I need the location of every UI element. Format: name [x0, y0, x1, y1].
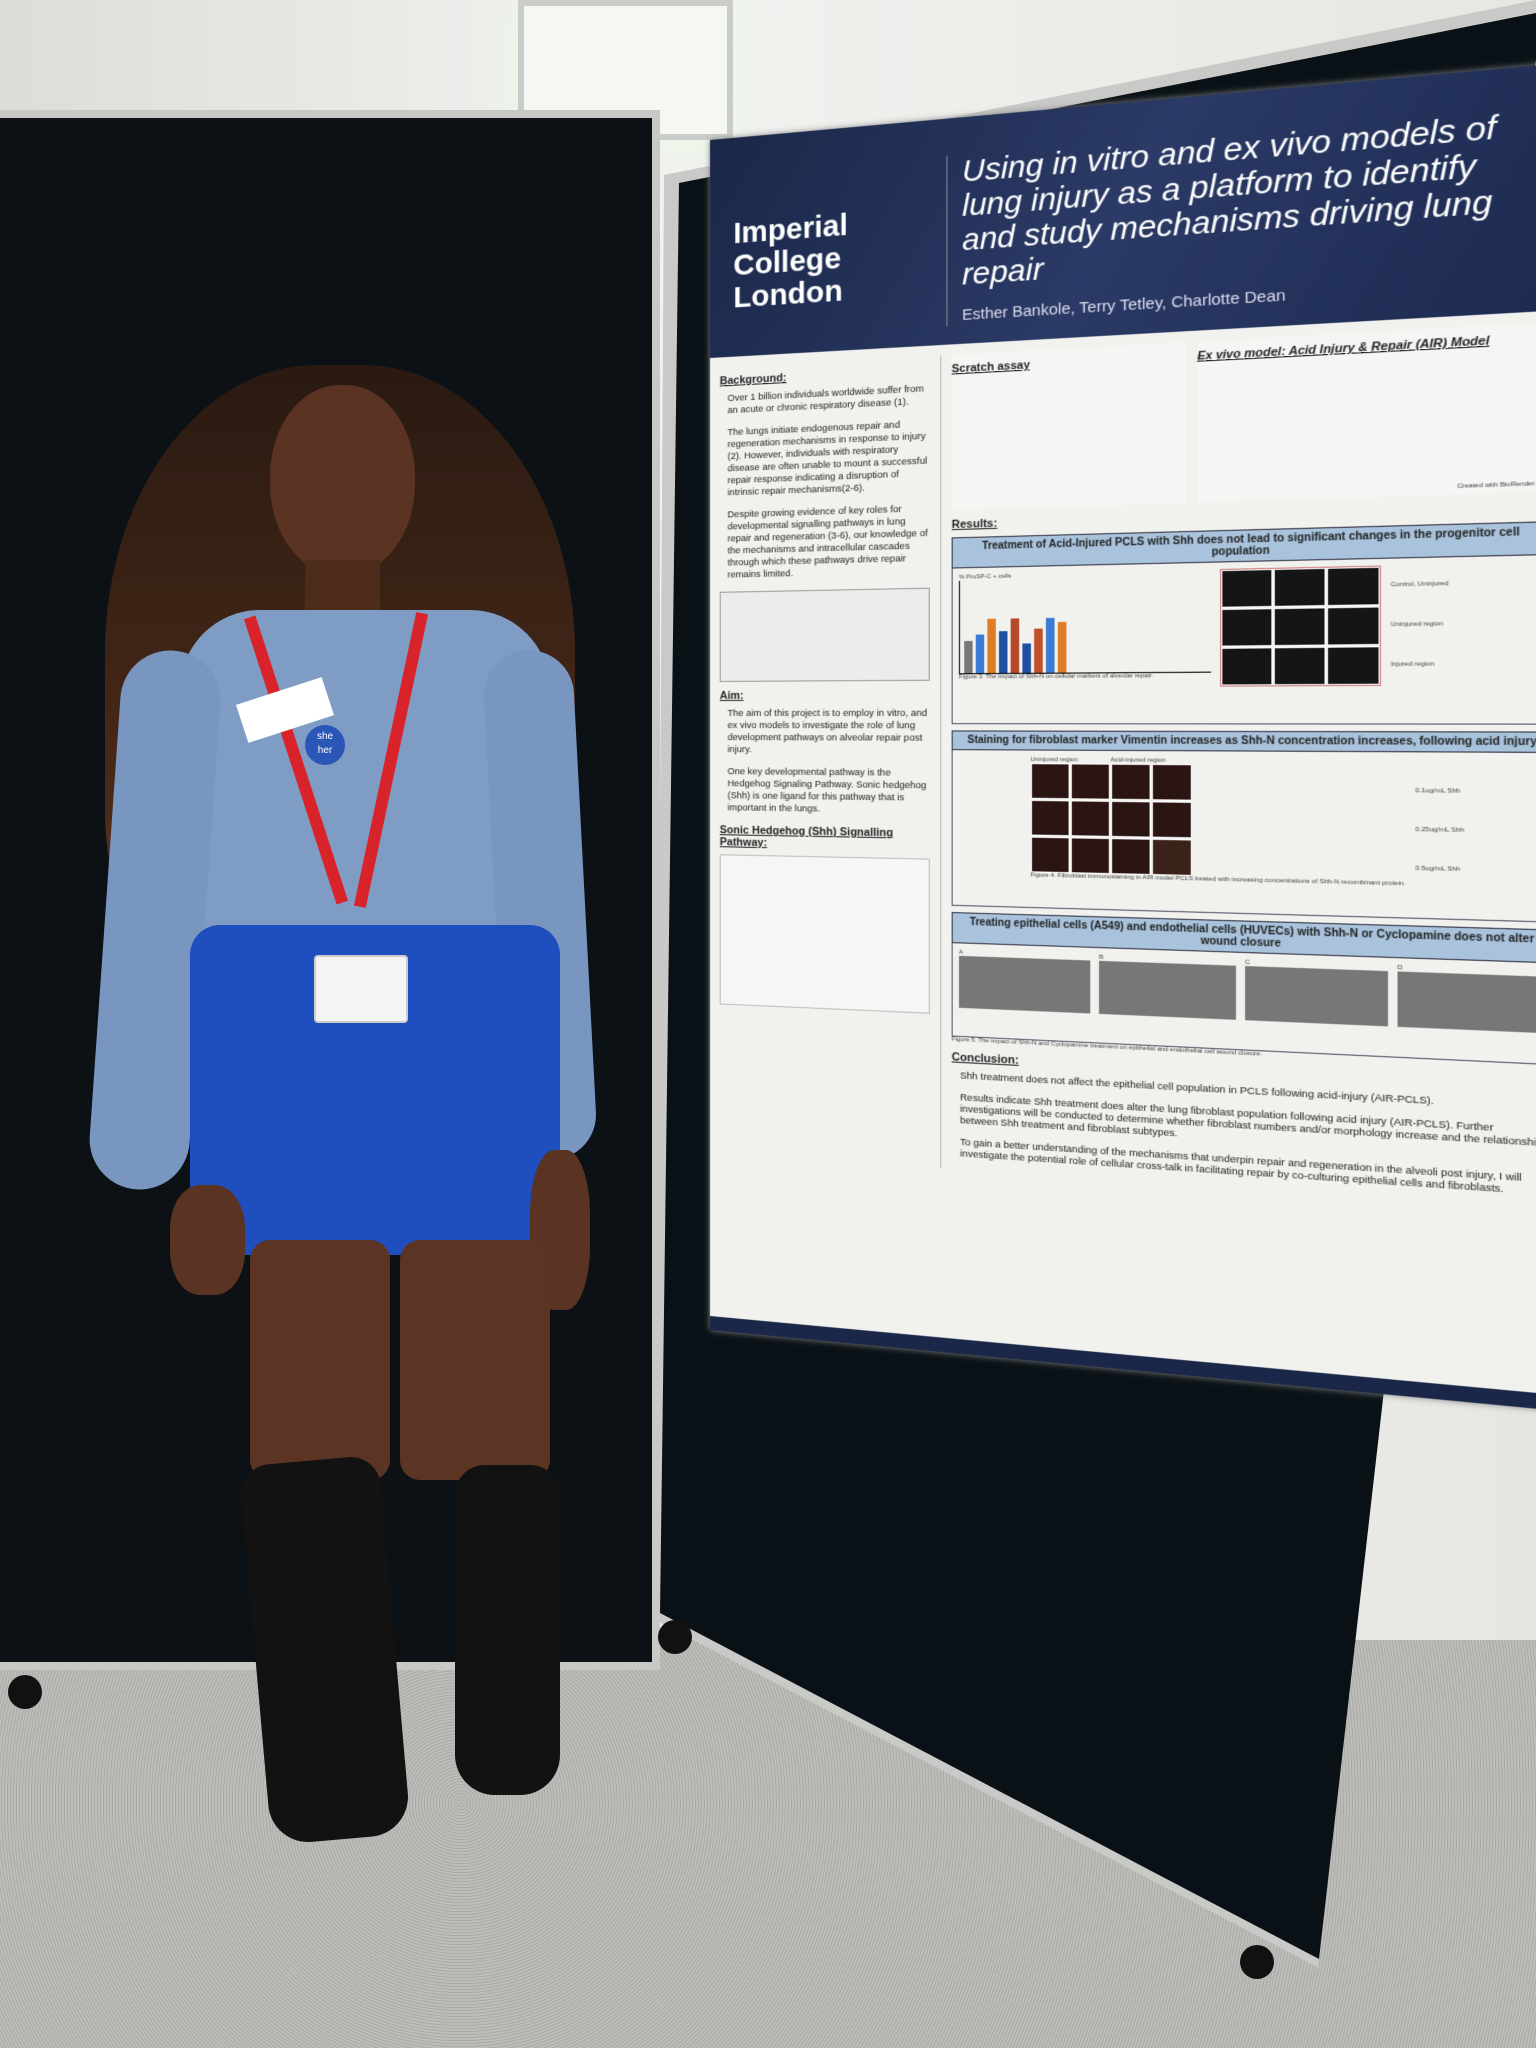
title-block: Using in vitro and ex vivo models of lun… [946, 105, 1536, 327]
air-model-heading: Ex vivo model: Acid Injury & Repair (AIR… [1197, 334, 1490, 363]
background-bullet: Despite growing evidence of key roles fo… [727, 503, 928, 581]
row-label: 0.5ug/mL Shh [1415, 865, 1461, 874]
vimentin-grid [1030, 763, 1405, 881]
research-poster: Imperial College London Using in vitro a… [710, 62, 1536, 1412]
aim-bullet: The aim of this project is to employ in … [727, 707, 928, 756]
pronoun-badge: she her [305, 725, 345, 765]
left-hand [170, 1185, 245, 1295]
right-boot [455, 1465, 560, 1795]
row-label: Uninjured region [1390, 620, 1444, 629]
shh-heading: Sonic Hedgehog (Shh) Signalling Pathway: [719, 824, 894, 850]
badge-text: her [317, 745, 333, 756]
row-label: Control, Uninjured [1390, 580, 1449, 589]
biorender-credit: Created with BioRender.com [1457, 480, 1536, 491]
board-wheel [8, 1675, 42, 1709]
scratch-assay-heading: Scratch assay [951, 358, 1030, 376]
result1-panel: % ProSP-C + cells Figure 3. The impact o… [951, 554, 1536, 725]
aim-bullet: One key developmental pathway is the Hed… [727, 766, 927, 815]
row-label: Injured region [1390, 661, 1435, 669]
institution-logo: Imperial College London [733, 208, 848, 315]
microscopy-grid [1220, 565, 1382, 687]
aim-heading: Aim: [719, 689, 744, 702]
poster-right-column: Scratch assay Ex vivo model: Acid Injury… [941, 321, 1536, 1210]
result2-panel: Uninjured region Acid-injured region Figu… [951, 750, 1536, 923]
background-bullet: Over 1 billion individuals worldwide suf… [727, 383, 924, 417]
row-label: 0.25ug/mL Shh [1415, 826, 1465, 835]
shh-pathway-diagram [719, 854, 930, 1014]
background-bullet: The lungs initiate endogenous repair and… [727, 419, 928, 499]
poster-title: Using in vitro and ex vivo models of lun… [962, 109, 1497, 292]
row-label: 0.1ug/mL Shh [1415, 787, 1461, 795]
poster-left-column: Background: Over 1 billion individuals w… [719, 355, 942, 1169]
right-leg [400, 1240, 550, 1480]
prosp-c-bar-chart [958, 575, 1212, 675]
board-wheel [1240, 1945, 1274, 1979]
board-wheel [658, 1620, 692, 1654]
id-card-holder [314, 955, 408, 1023]
face [270, 385, 415, 575]
figure-caption: Figure 3. The impact of Shh-N on cellula… [958, 673, 1154, 681]
badge-text: she [316, 731, 334, 742]
lung-development-figure [719, 587, 930, 682]
left-leg [250, 1240, 390, 1480]
